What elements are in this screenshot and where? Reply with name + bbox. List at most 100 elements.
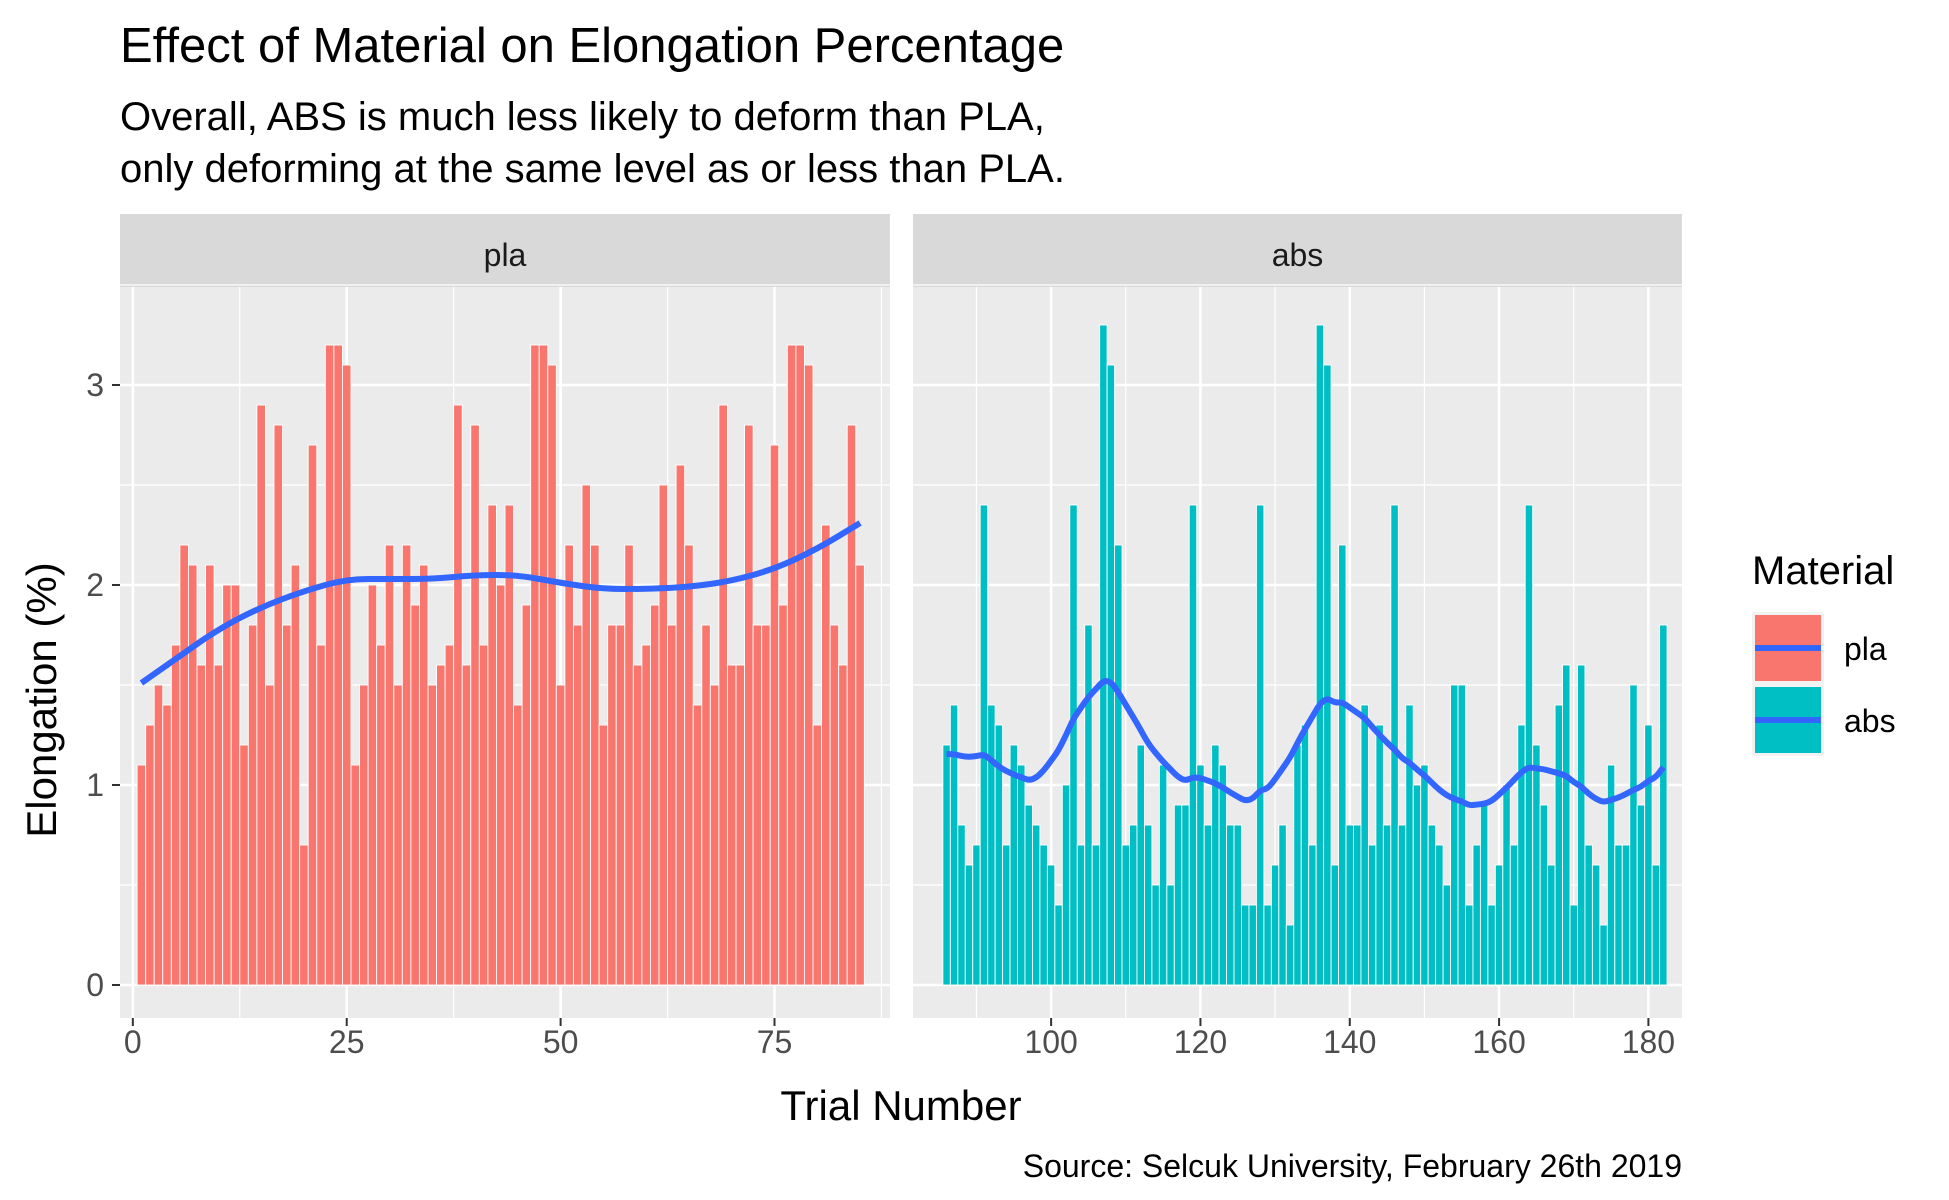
- bar-pla: [821, 524, 831, 986]
- bar-abs: [1435, 844, 1444, 986]
- bar-abs: [1405, 704, 1414, 986]
- y-tick-label: 2: [86, 567, 104, 603]
- bar-pla: [170, 644, 181, 986]
- bar-abs: [1494, 864, 1504, 986]
- bar-abs: [1308, 844, 1317, 986]
- y-tick-label: 3: [86, 367, 104, 403]
- bar-pla: [359, 684, 369, 986]
- bar-abs: [1651, 864, 1661, 986]
- bar-pla: [205, 564, 215, 986]
- bar-abs: [1614, 844, 1623, 986]
- bar-abs: [1330, 864, 1340, 986]
- bar-pla: [256, 404, 266, 986]
- bar-abs: [1360, 704, 1369, 986]
- x-tick-label: 0: [124, 1024, 142, 1060]
- legend-item-abs: abs: [1752, 684, 1896, 756]
- bar-pla: [709, 684, 720, 986]
- bar-pla: [299, 844, 309, 986]
- x-tick-label: 140: [1323, 1024, 1376, 1060]
- bar-pla: [222, 584, 232, 986]
- bar-abs: [1233, 824, 1242, 986]
- bar-abs: [1248, 904, 1257, 986]
- bar-pla: [607, 624, 617, 986]
- bar-abs: [1345, 824, 1354, 986]
- legend-item-pla: pla: [1752, 612, 1887, 684]
- bar-pla: [196, 664, 207, 986]
- trend-line-pla: [139, 520, 862, 686]
- bar-abs: [972, 844, 981, 986]
- bar-abs: [1061, 784, 1071, 986]
- bar-abs: [1203, 824, 1213, 986]
- x-tick-label: 160: [1472, 1024, 1525, 1060]
- bar-pla: [564, 544, 574, 986]
- bar-pla: [735, 664, 746, 986]
- legend: Material pla abs: [1752, 549, 1896, 756]
- bar-abs: [1539, 804, 1549, 986]
- bar-pla: [213, 664, 224, 986]
- bar-abs: [1158, 764, 1168, 986]
- bar-abs: [1509, 844, 1519, 986]
- bar-pla: [684, 544, 694, 986]
- bar-pla: [744, 424, 754, 986]
- legend-label-pla: pla: [1844, 631, 1887, 667]
- x-tick-label: 100: [1024, 1024, 1077, 1060]
- bar-abs: [1285, 924, 1295, 986]
- y-tick-label: 0: [86, 967, 104, 1003]
- bar-pla: [701, 624, 711, 986]
- bar-abs: [1547, 864, 1556, 986]
- bar-abs: [1263, 904, 1272, 986]
- bar-abs: [1218, 764, 1228, 986]
- bar-pla: [855, 564, 865, 986]
- bar-abs: [1076, 844, 1086, 986]
- strip-label-pla: pla: [484, 237, 527, 273]
- bar-abs: [1069, 504, 1078, 986]
- bar-pla: [495, 584, 506, 986]
- bar-pla: [632, 664, 643, 986]
- bar-abs: [987, 704, 996, 986]
- bar-pla: [555, 684, 566, 986]
- legend-label-abs: abs: [1844, 703, 1896, 739]
- bar-pla: [521, 604, 532, 986]
- bar-pla: [393, 684, 403, 986]
- x-tick-label: 120: [1174, 1024, 1227, 1060]
- bar-abs: [1255, 504, 1265, 986]
- bar-abs: [1032, 824, 1041, 986]
- bar-abs: [1591, 864, 1601, 986]
- bar-pla: [615, 624, 626, 986]
- bar-abs: [1188, 504, 1198, 986]
- bar-pla: [453, 404, 463, 986]
- bar-abs: [1009, 744, 1018, 986]
- bar-pla: [761, 624, 771, 986]
- bar-abs: [1457, 684, 1466, 986]
- bar-abs: [1017, 764, 1026, 986]
- chart-subtitle-line-1: Overall, ABS is much less likely to defo…: [120, 95, 1045, 139]
- bar-abs: [1524, 504, 1534, 986]
- bar-pla: [153, 684, 164, 986]
- bar-abs: [1599, 924, 1608, 986]
- chart-caption: Source: Selcuk University, February 26th…: [1023, 1148, 1682, 1184]
- chart-subtitle-line-2: only deforming at the same level as or l…: [120, 147, 1065, 191]
- bar-pla: [290, 564, 301, 986]
- bar-pla: [230, 584, 241, 986]
- chart-title: Effect of Material on Elongation Percent…: [120, 19, 1064, 73]
- bar-abs: [1099, 324, 1108, 986]
- bar-abs: [1375, 724, 1384, 986]
- bar-abs: [1577, 664, 1586, 986]
- x-tick-label: 25: [329, 1024, 365, 1060]
- bar-pla: [341, 364, 352, 986]
- bar-pla: [470, 424, 480, 986]
- bar-abs: [1278, 824, 1287, 986]
- bar-pla: [547, 364, 557, 986]
- x-axis-title: Trial Number: [780, 1082, 1021, 1129]
- bar-abs: [1136, 744, 1145, 986]
- bar-abs: [1562, 664, 1571, 986]
- bar-pla: [752, 624, 763, 986]
- bar-abs: [1554, 704, 1563, 986]
- bar-abs: [1569, 904, 1578, 986]
- bar-abs: [1465, 904, 1474, 986]
- bar-pla: [590, 544, 600, 986]
- bar-pla: [803, 364, 814, 986]
- x-tick-label: 75: [757, 1024, 793, 1060]
- bar-abs: [1367, 844, 1377, 986]
- bar-abs: [1151, 884, 1160, 986]
